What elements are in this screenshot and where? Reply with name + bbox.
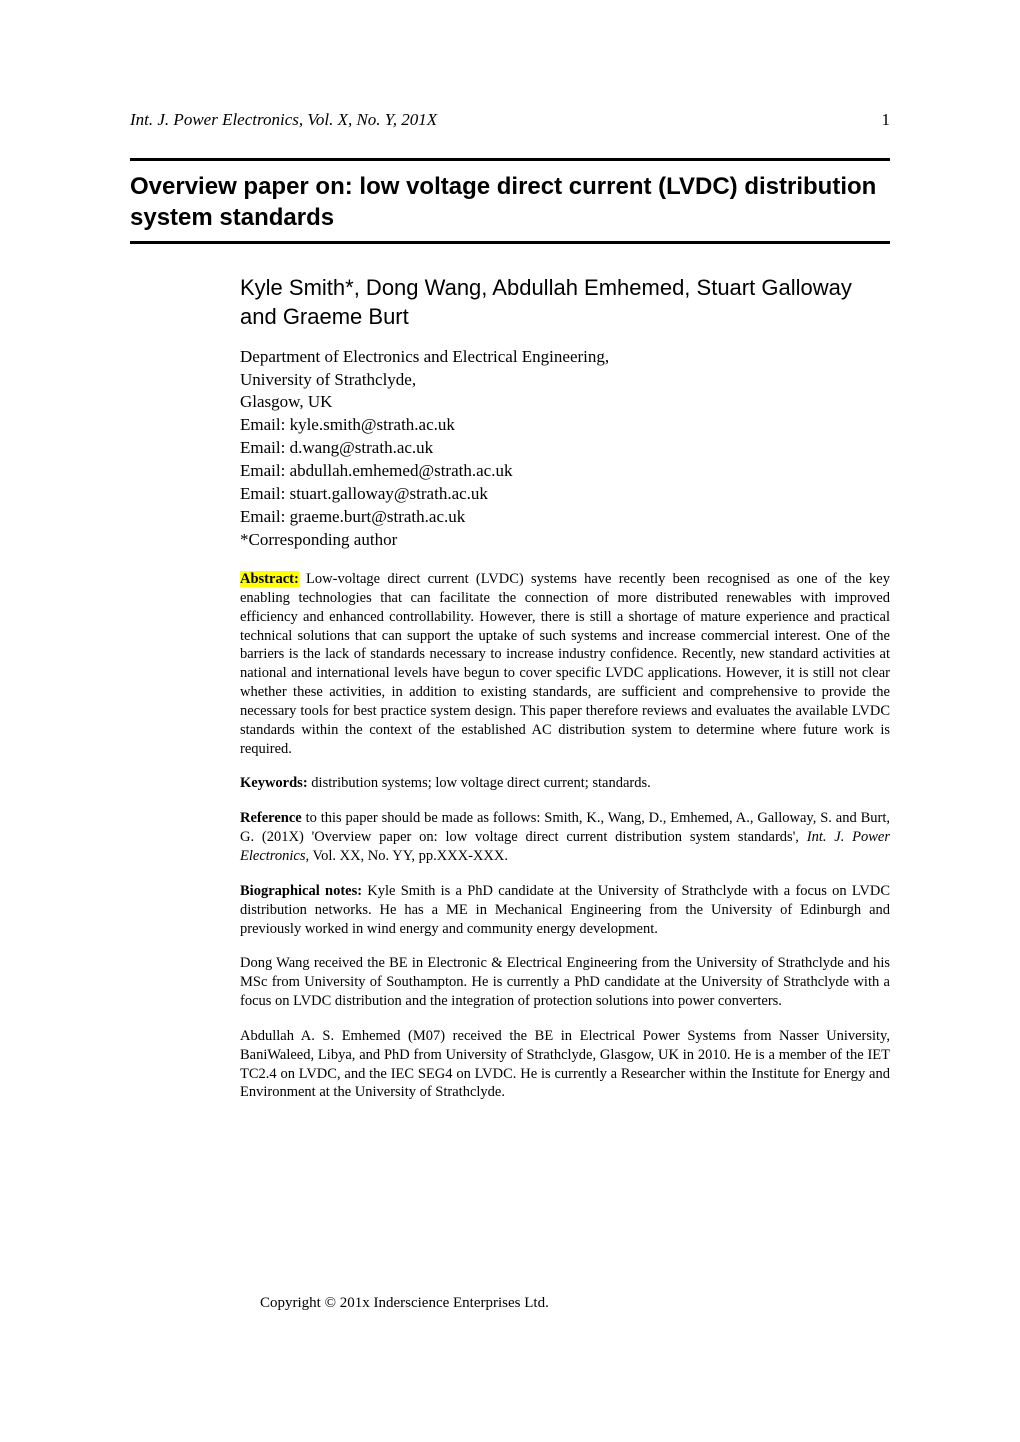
affiliation-block: Department of Electronics and Electrical… [240, 346, 890, 552]
copyright-notice: Copyright © 201x Inderscience Enterprise… [260, 1295, 549, 1312]
keywords-text: distribution systems; low voltage direct… [308, 775, 651, 791]
corresponding-note: *Corresponding author [240, 529, 890, 552]
location-line: Glasgow, UK [240, 391, 890, 414]
department-line: Department of Electronics and Electrical… [240, 346, 890, 369]
bio-3-block: Abdullah A. S. Emhemed (M07) received th… [240, 1027, 890, 1102]
keywords-block: Keywords: distribution systems; low volt… [240, 774, 890, 793]
reference-block: Reference to this paper should be made a… [240, 809, 890, 866]
page-number: 1 [882, 110, 891, 130]
paper-title: Overview paper on: low voltage direct cu… [130, 171, 890, 233]
reference-label: Reference [240, 810, 302, 826]
running-header: Int. J. Power Electronics, Vol. X, No. Y… [130, 110, 890, 130]
email-3: Email: abdullah.emhemed@strath.ac.uk [240, 460, 890, 483]
reference-text2: , Vol. XX, No. YY, pp.XXX-XXX. [306, 848, 508, 864]
journal-running-title: Int. J. Power Electronics, Vol. X, No. Y… [130, 110, 437, 130]
top-rule [130, 158, 890, 161]
email-2: Email: d.wang@strath.ac.uk [240, 437, 890, 460]
university-line: University of Strathclyde, [240, 369, 890, 392]
bio-label: Biographical notes: [240, 883, 362, 899]
author-names: Kyle Smith*, Dong Wang, Abdullah Emhemed… [240, 274, 890, 331]
keywords-label: Keywords: [240, 775, 308, 791]
reference-text1: to this paper should be made as follows:… [240, 810, 890, 845]
bio-1-block: Biographical notes: Kyle Smith is a PhD … [240, 882, 890, 939]
bio-2-block: Dong Wang received the BE in Electronic … [240, 954, 890, 1011]
email-5: Email: graeme.burt@strath.ac.uk [240, 506, 890, 529]
email-4: Email: stuart.galloway@strath.ac.uk [240, 483, 890, 506]
email-1: Email: kyle.smith@strath.ac.uk [240, 414, 890, 437]
authors-block: Kyle Smith*, Dong Wang, Abdullah Emhemed… [240, 274, 890, 1102]
abstract-text: Low-voltage direct current (LVDC) system… [240, 571, 890, 757]
abstract-block: Abstract: Low-voltage direct current (LV… [240, 570, 890, 758]
abstract-label: Abstract: [240, 571, 299, 587]
page-container: Int. J. Power Electronics, Vol. X, No. Y… [130, 110, 890, 1382]
title-bottom-rule [130, 241, 890, 244]
